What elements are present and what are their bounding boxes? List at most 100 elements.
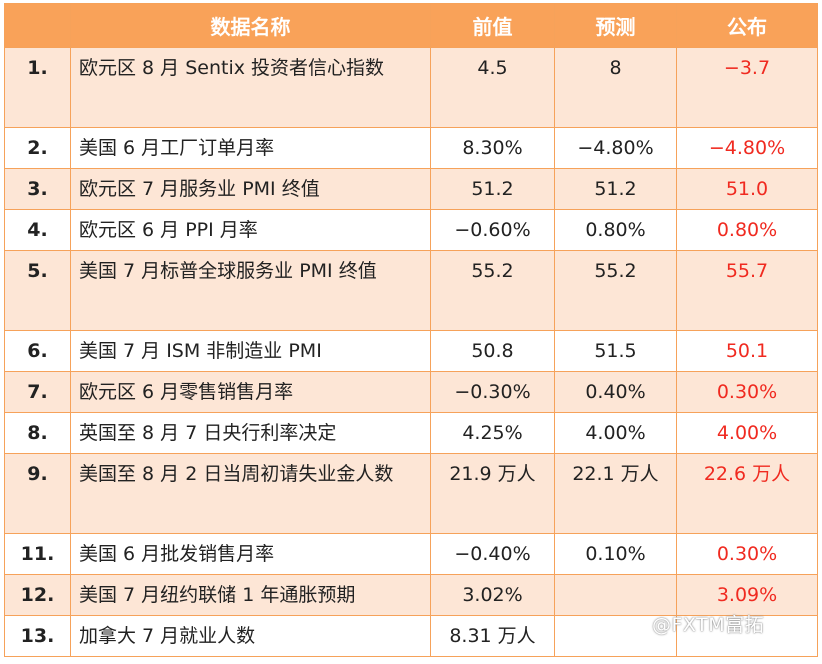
row-name-text: 美国至 8 月 2 日当周初请失业金人数 — [79, 463, 394, 485]
table-header-row: 数据名称 前值 预测 公布 — [4, 3, 818, 48]
row-forecast-text: 55.2 — [594, 260, 637, 282]
row-prior-text: 8.31 万人 — [449, 625, 536, 647]
row-number: 5. — [4, 250, 71, 331]
row-actual: −3.7 — [676, 47, 818, 128]
row-actual-text: 55.7 — [725, 260, 769, 282]
row-actual: 22.6 万人 — [676, 453, 818, 534]
row-prior-text: 21.9 万人 — [449, 463, 536, 485]
row-prior: 8.31 万人 — [430, 615, 555, 657]
table-row: 9. 美国至 8 月 2 日当周初请失业金人数 21.9 万人 22.1 万人 22.6… — [4, 453, 818, 534]
row-actual — [676, 615, 818, 657]
row-name: 美国 7 月纽约联储 1 年通胀预期 — [70, 574, 431, 616]
row-number: 3. — [4, 168, 71, 210]
header-index — [4, 3, 71, 48]
row-forecast-text: 4.00% — [585, 422, 646, 444]
row-actual-text: 22.6 万人 — [703, 463, 791, 485]
row-actual: 0.80% — [676, 209, 818, 251]
row-actual-text: 0.80% — [716, 219, 778, 241]
row-forecast-text: 8 — [609, 57, 622, 79]
table-row: 12. 美国 7 月纽约联储 1 年通胀预期 3.02% 3.09% — [4, 574, 818, 616]
row-number-text: 8. — [27, 422, 48, 444]
row-forecast-text: 0.40% — [585, 381, 646, 403]
row-prior-text: 4.5 — [477, 57, 508, 79]
row-name-text: 欧元区 7 月服务业 PMI 终值 — [79, 178, 320, 200]
row-prior: 3.02% — [430, 574, 555, 616]
row-number: 1. — [4, 47, 71, 128]
row-actual: 51.0 — [676, 168, 818, 210]
header-forecast: 预测 — [554, 3, 677, 48]
header-actual: 公布 — [676, 3, 818, 48]
row-number-text: 11. — [20, 543, 55, 565]
row-prior: 55.2 — [430, 250, 555, 331]
row-name-text: 欧元区 6 月 PPI 月率 — [79, 219, 258, 241]
row-name: 美国 7 月标普全球服务业 PMI 终值 — [70, 250, 431, 331]
row-name-text: 美国 7 月 ISM 非制造业 PMI — [79, 340, 322, 362]
row-name: 欧元区 6 月 PPI 月率 — [70, 209, 431, 251]
row-prior: 4.25% — [430, 412, 555, 454]
row-forecast — [554, 615, 677, 657]
row-name-text: 美国 6 月工厂订单月率 — [79, 137, 275, 159]
row-number-text: 12. — [20, 584, 55, 606]
row-actual: −4.80% — [676, 127, 818, 169]
row-name: 欧元区 6 月零售销售月率 — [70, 371, 431, 413]
row-forecast: 22.1 万人 — [554, 453, 677, 534]
row-number: 13. — [4, 615, 71, 657]
row-forecast: 8 — [554, 47, 677, 128]
row-actual: 0.30% — [676, 533, 818, 575]
row-name-text: 欧元区 8 月 Sentix 投资者信心指数 — [79, 57, 385, 79]
row-name-text: 加拿大 7 月就业人数 — [79, 625, 256, 647]
row-actual-text: −3.7 — [723, 57, 771, 79]
table-row: 1. 欧元区 8 月 Sentix 投资者信心指数 4.5 8 −3.7 — [4, 47, 818, 128]
row-actual-text: 0.30% — [716, 543, 778, 565]
header-prior: 前值 — [430, 3, 555, 48]
row-number: 12. — [4, 574, 71, 616]
row-forecast-text: 51.2 — [594, 178, 637, 200]
table-row: 11. 美国 6 月批发销售月率 −0.40% 0.10% 0.30% — [4, 533, 818, 575]
row-prior: −0.40% — [430, 533, 555, 575]
row-name: 美国 6 月批发销售月率 — [70, 533, 431, 575]
row-prior-text: 4.25% — [462, 422, 523, 444]
row-prior: 50.8 — [430, 330, 555, 372]
row-prior: 4.5 — [430, 47, 555, 128]
row-name-text: 美国 7 月纽约联储 1 年通胀预期 — [79, 584, 356, 606]
row-name-text: 美国 6 月批发销售月率 — [79, 543, 275, 565]
row-name: 欧元区 8 月 Sentix 投资者信心指数 — [70, 47, 431, 128]
row-number-text: 13. — [20, 625, 55, 647]
table-row: 6. 美国 7 月 ISM 非制造业 PMI 50.8 51.5 50.1 — [4, 330, 818, 372]
row-name-text: 美国 7 月标普全球服务业 PMI 终值 — [79, 260, 377, 282]
row-prior: 8.30% — [430, 127, 555, 169]
row-name-text: 英国至 8 月 7 日央行利率决定 — [79, 422, 337, 444]
row-prior: −0.60% — [430, 209, 555, 251]
row-number: 2. — [4, 127, 71, 169]
row-number-text: 1. — [27, 57, 48, 79]
row-forecast: 51.2 — [554, 168, 677, 210]
row-actual-text: 3.09% — [716, 584, 778, 606]
row-forecast-text: 0.80% — [585, 219, 646, 241]
row-forecast: 0.10% — [554, 533, 677, 575]
watermark: @FXTM富拓 — [652, 614, 765, 636]
table-row: 3. 欧元区 7 月服务业 PMI 终值 51.2 51.2 51.0 — [4, 168, 818, 210]
row-prior-text: −0.60% — [454, 219, 531, 241]
row-name: 美国至 8 月 2 日当周初请失业金人数 — [70, 453, 431, 534]
row-prior-text: 3.02% — [462, 584, 523, 606]
row-actual: 4.00% — [676, 412, 818, 454]
row-actual-text: −4.80% — [708, 137, 786, 159]
row-name: 美国 7 月 ISM 非制造业 PMI — [70, 330, 431, 372]
row-name: 英国至 8 月 7 日央行利率决定 — [70, 412, 431, 454]
row-forecast: 0.80% — [554, 209, 677, 251]
row-forecast: 55.2 — [554, 250, 677, 331]
row-number-text: 9. — [27, 463, 48, 485]
row-prior: 51.2 — [430, 168, 555, 210]
row-number: 11. — [4, 533, 71, 575]
row-forecast: 51.5 — [554, 330, 677, 372]
table-body: 1. 欧元区 8 月 Sentix 投资者信心指数 4.5 8 −3.7 2. 美国 6 月… — [4, 47, 818, 657]
row-prior: −0.30% — [430, 371, 555, 413]
table-row: 4. 欧元区 6 月 PPI 月率 −0.60% 0.80% 0.80% — [4, 209, 818, 251]
row-name: 加拿大 7 月就业人数 — [70, 615, 431, 657]
row-forecast: 0.40% — [554, 371, 677, 413]
row-forecast-text: −4.80% — [577, 137, 654, 159]
row-prior: 21.9 万人 — [430, 453, 555, 534]
row-forecast-text: 0.10% — [585, 543, 646, 565]
row-forecast-text: 51.5 — [594, 340, 637, 362]
row-forecast — [554, 574, 677, 616]
